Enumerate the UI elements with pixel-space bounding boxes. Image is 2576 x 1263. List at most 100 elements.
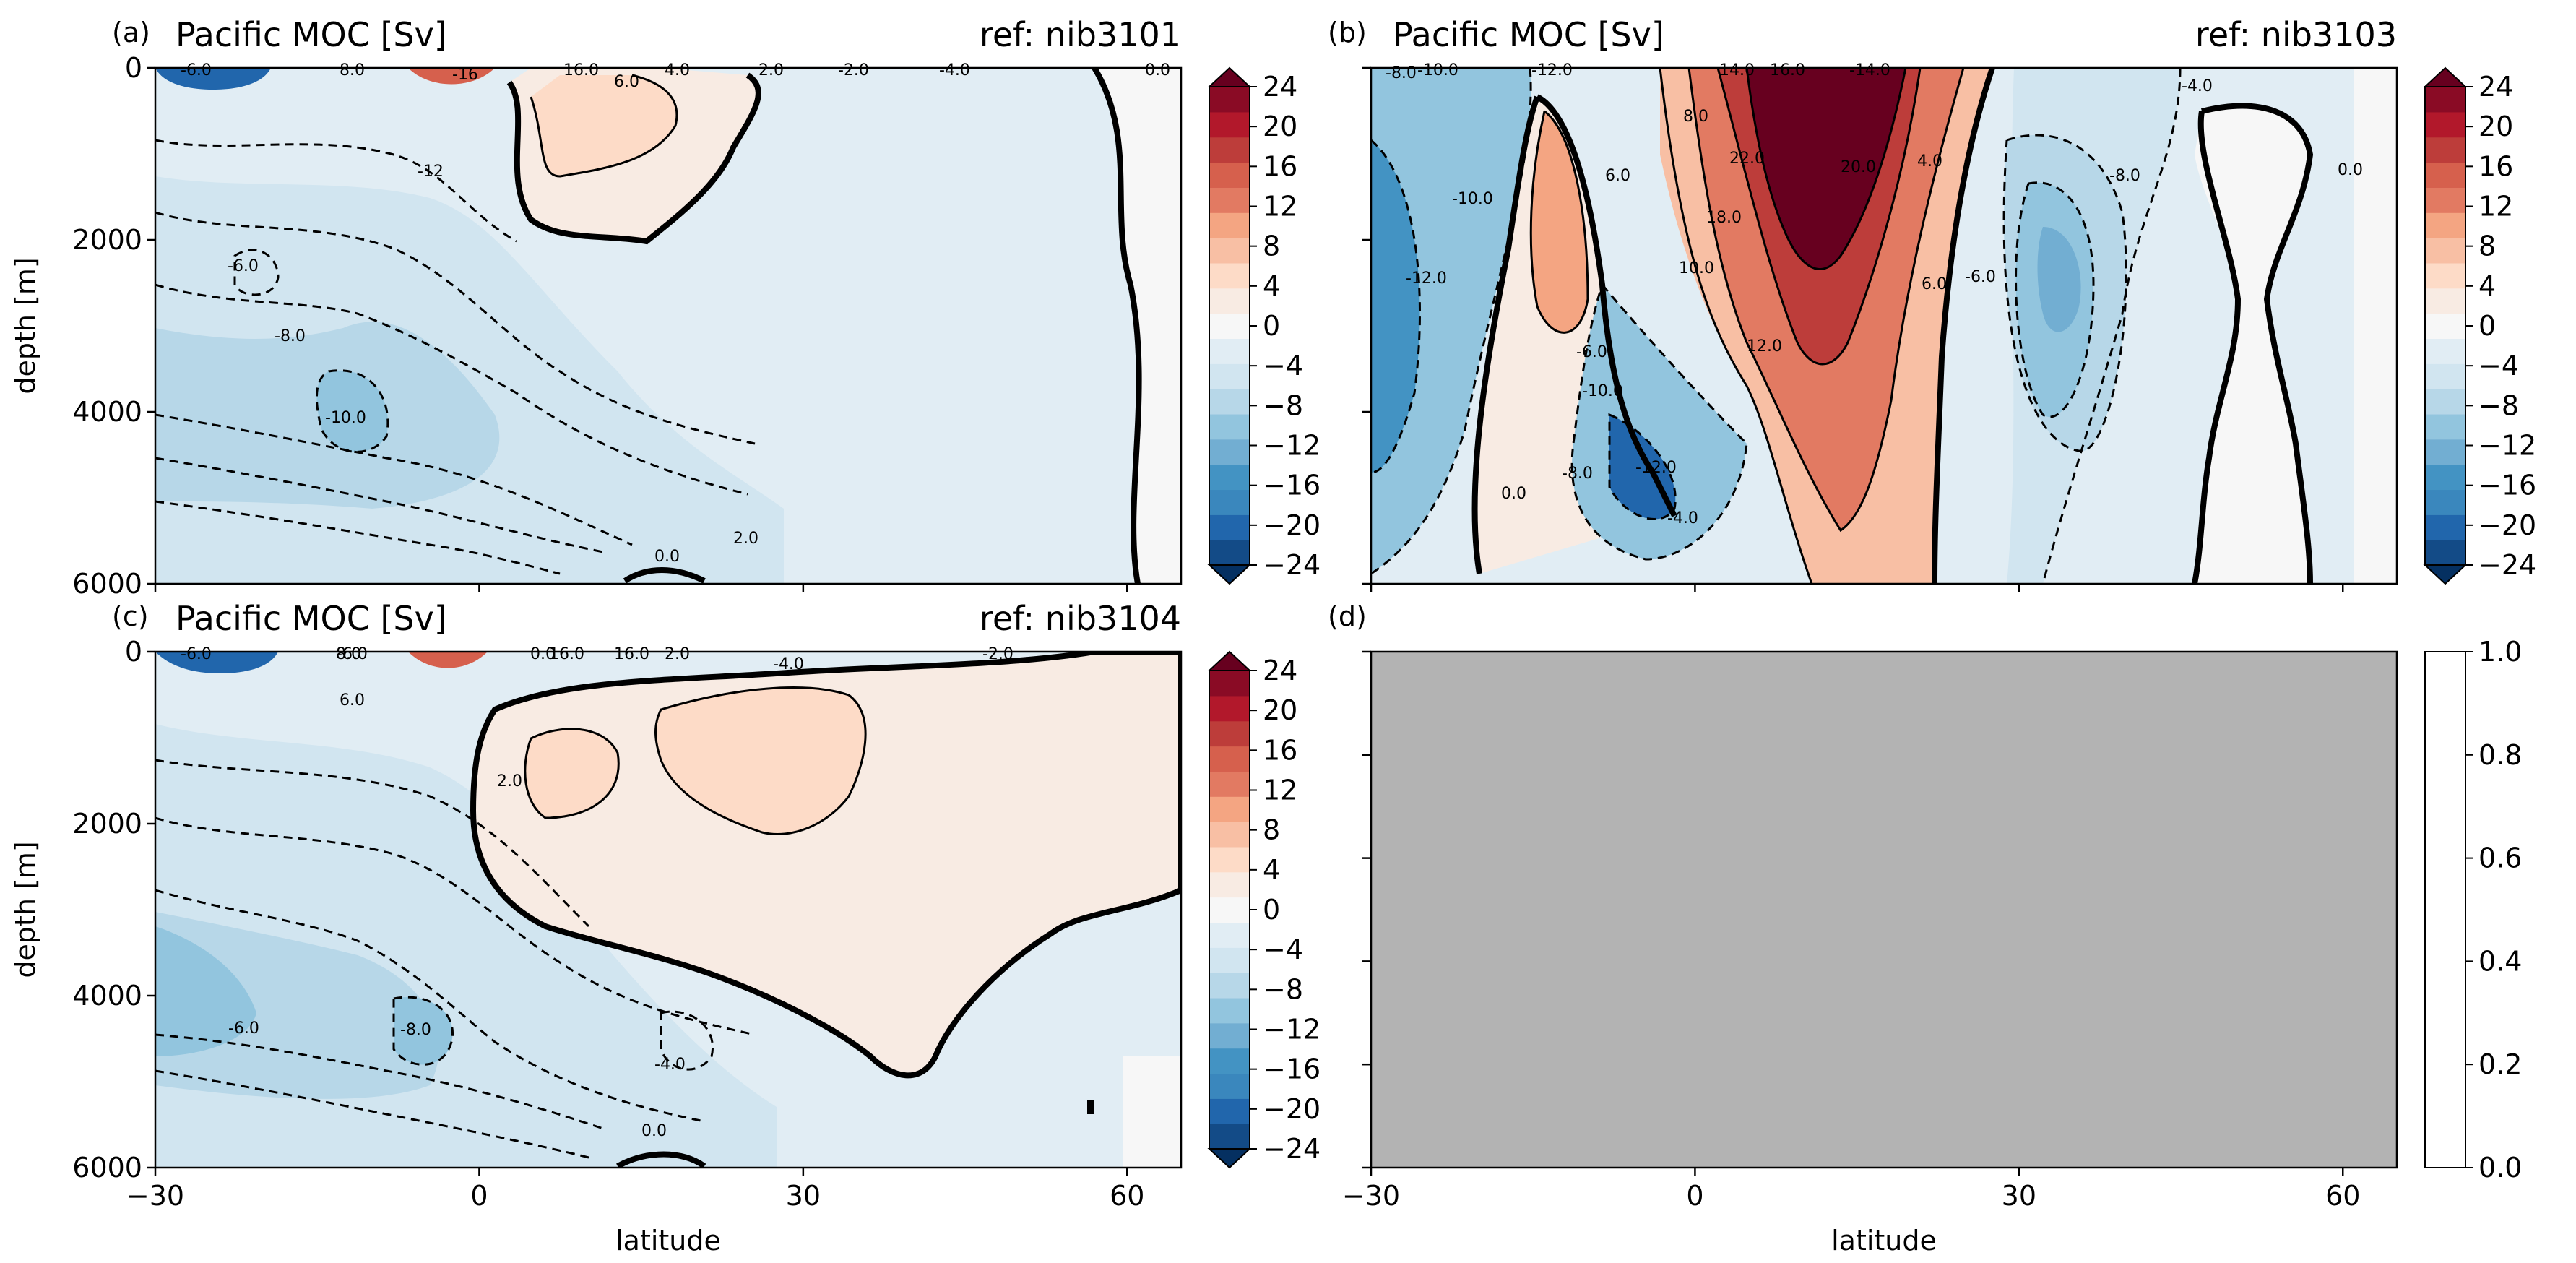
panel-a-region-pos4 [531, 75, 677, 176]
panel-c-region-neg8-west [155, 926, 256, 1056]
colorbar-a-segment-13 [1209, 212, 1250, 238]
colorbar-c-extend-max [1207, 650, 1252, 671]
colorbar-c-segment-14 [1209, 771, 1250, 797]
colorbar-b-segment-3 [2425, 464, 2465, 491]
panel-a-ytick-label-0: 0 [125, 52, 142, 84]
colorbar-b-segment-12 [2425, 238, 2465, 264]
panel-c-ylabel: depth [m] [9, 841, 41, 978]
colorbar-c-extend-min [1207, 1148, 1252, 1169]
panel-b-cl-12: 10.0 [1679, 259, 1714, 277]
panel-a-contour-labels: -6.0 8.0 16.0 6.0 4.0 2.0 -2.0 -4.0 0.0 … [181, 61, 1170, 566]
colorbar-a-segment-4 [1209, 439, 1250, 465]
panel-c-cl-6: -2.0 [982, 645, 1013, 663]
colorbar-b-segment-11 [2425, 262, 2465, 289]
colorbar-b-segment-14 [2425, 187, 2465, 213]
colorbar-b-segment-6 [2425, 389, 2465, 415]
panel-c-pos-contour-2 [654, 686, 867, 836]
panel-c-xtick-label-0: −30 [126, 1180, 184, 1212]
panel-b-contour-1 [1529, 110, 1589, 334]
panel-a-ytick-label-1: 2000 [72, 224, 142, 256]
panel-a-ytick-label-3: 6000 [72, 568, 142, 600]
colorbar-c-tick-label-3: 12 [1263, 775, 1297, 806]
panel-a-contour-6 [155, 500, 561, 575]
panel-a: (a) Pacific MOC [Sv] ref: nib3101 depth … [9, 15, 1183, 585]
colorbar-a-segment-2 [1209, 489, 1250, 515]
panel-c-ytick-label-0: 0 [125, 636, 142, 668]
colorbar-c-segment-8 [1209, 922, 1250, 948]
panel-b-cl-21: -10.0 [1582, 382, 1623, 400]
panel-c-label: (c) [112, 600, 149, 632]
panel-d: (d) latitude [1328, 600, 2398, 1256]
panel-b-contour-labels: -8.0 -10.0 -12.0 14.0 16.0 -10.0 -12.0 8… [1386, 61, 2363, 527]
panel-c-cl-1: 8.0 [336, 645, 361, 663]
colorbar-a-segment-1 [1209, 514, 1250, 540]
colorbar-b-tick-label-7: −4 [2478, 350, 2519, 382]
panel-c-pos-contour-1 [524, 728, 620, 819]
panel-c-region-pos4 [655, 687, 866, 835]
colorbar-a-segment-6 [1209, 389, 1250, 415]
panel-b-cl-5: -10.0 [1417, 61, 1458, 79]
panel-b-cl-9: 22.0 [1729, 150, 1765, 168]
colorbar-a-segment-9 [1209, 313, 1250, 340]
colorbar-c-tick-label-8: −8 [1263, 973, 1303, 1005]
panel-b-field [1371, 68, 2397, 584]
colorbar-b-tick-label-4: 8 [2478, 230, 2496, 262]
panel-a-cl-1: 8.0 [340, 61, 365, 79]
colorbar-a-tick-label-8: −8 [1263, 389, 1303, 421]
colorbar-a-tick-label-2: 16 [1263, 150, 1297, 182]
panel-d-xtick-label-2: 30 [2002, 1180, 2036, 1212]
panel-a-title: Pacific MOC [Sv] [176, 15, 447, 54]
panel-b-cl-17: -8.0 [1562, 465, 1593, 483]
generated-colorbars: 24 20 16 12 8 4 0 −4 −8 −12 −16 −20 −24 24 20 16 12 8 4 0 −4… [1207, 66, 2536, 1184]
colorbar-b-segment-17 [2425, 111, 2465, 138]
colorbar-a-tick-label-6: 0 [1263, 310, 1280, 342]
panel-b-region-neg14 [1371, 140, 1420, 473]
panel-c-contour-5 [155, 1069, 589, 1159]
panel-c-cl-4: 16.0 [614, 645, 649, 663]
panel-b-cl-3: 14.0 [1719, 61, 1755, 79]
panel-d-xtick-label-1: 0 [1686, 1180, 1703, 1212]
colorbar-a-tick-label-0: 24 [1263, 71, 1297, 103]
colorbar-a-tick-label-12: −24 [1263, 549, 1321, 581]
colorbar-a-segment-8 [1209, 338, 1250, 364]
panel-b-contour-4 [1745, 68, 1907, 270]
colorbar-c-tick-label-7: −4 [1263, 934, 1303, 965]
colorbar-c-tick-label-4: 8 [1263, 814, 1280, 846]
panel-a-frame [154, 66, 1183, 585]
panel-b-contour-3 [1716, 68, 1922, 366]
panel-a-cl-2: 16.0 [563, 61, 599, 79]
panel-b-cl-20: -14.0 [1849, 61, 1890, 79]
panel-a-contour-5 [155, 457, 604, 553]
panel-b-region-pos24 [1747, 68, 1906, 270]
panel-d-xtick-label-0: −30 [1342, 1180, 1400, 1212]
colorbar-a-segment-11 [1209, 262, 1250, 289]
colorbar-a-segment-12 [1209, 238, 1250, 264]
colorbar-c-tick-label-2: 16 [1263, 734, 1297, 766]
panel-c-contour-2 [155, 816, 756, 1036]
colorbar-a-segment-5 [1209, 413, 1250, 440]
colorbar-b-segment-10 [2425, 288, 2465, 314]
colorbar-a-segment-0 [1209, 540, 1250, 566]
colorbar-a-tick-label-10: −16 [1263, 470, 1321, 501]
panel-b-cl-11: 18.0 [1706, 209, 1742, 227]
panel-b-title: Pacific MOC [Sv] [1393, 15, 1664, 54]
panel-b-cl-4: 16.0 [1770, 61, 1805, 79]
colorbar-c-segment-13 [1209, 796, 1250, 822]
colorbar-c-segment-11 [1209, 846, 1250, 873]
panel-c-contour-4 [155, 1033, 604, 1130]
panel-c-contour-6 [392, 996, 454, 1066]
panel-c-field [155, 652, 1181, 1168]
panel-b-contour-6 [1371, 139, 1421, 474]
panel-c-xtick-label-3: 60 [1110, 1180, 1144, 1212]
panel-c-ref: ref: nib3104 [980, 599, 1181, 638]
colorbar-a-tick-label-3: 12 [1263, 191, 1297, 223]
colorbar-c-segment-12 [1209, 822, 1250, 848]
panel-c: (c) Pacific MOC [Sv] ref: nib3104 depth … [9, 599, 1183, 1256]
panel-c-zero-contour [470, 652, 1181, 1079]
panel-a-zero-contour-3 [623, 567, 706, 584]
panel-c-contour-3 [155, 889, 705, 1123]
panel-c-cl-14: 0.0 [530, 645, 556, 663]
panel-b-cl-6: -12.0 [1531, 61, 1573, 79]
colorbar-c-tick-label-10: −16 [1263, 1053, 1321, 1085]
